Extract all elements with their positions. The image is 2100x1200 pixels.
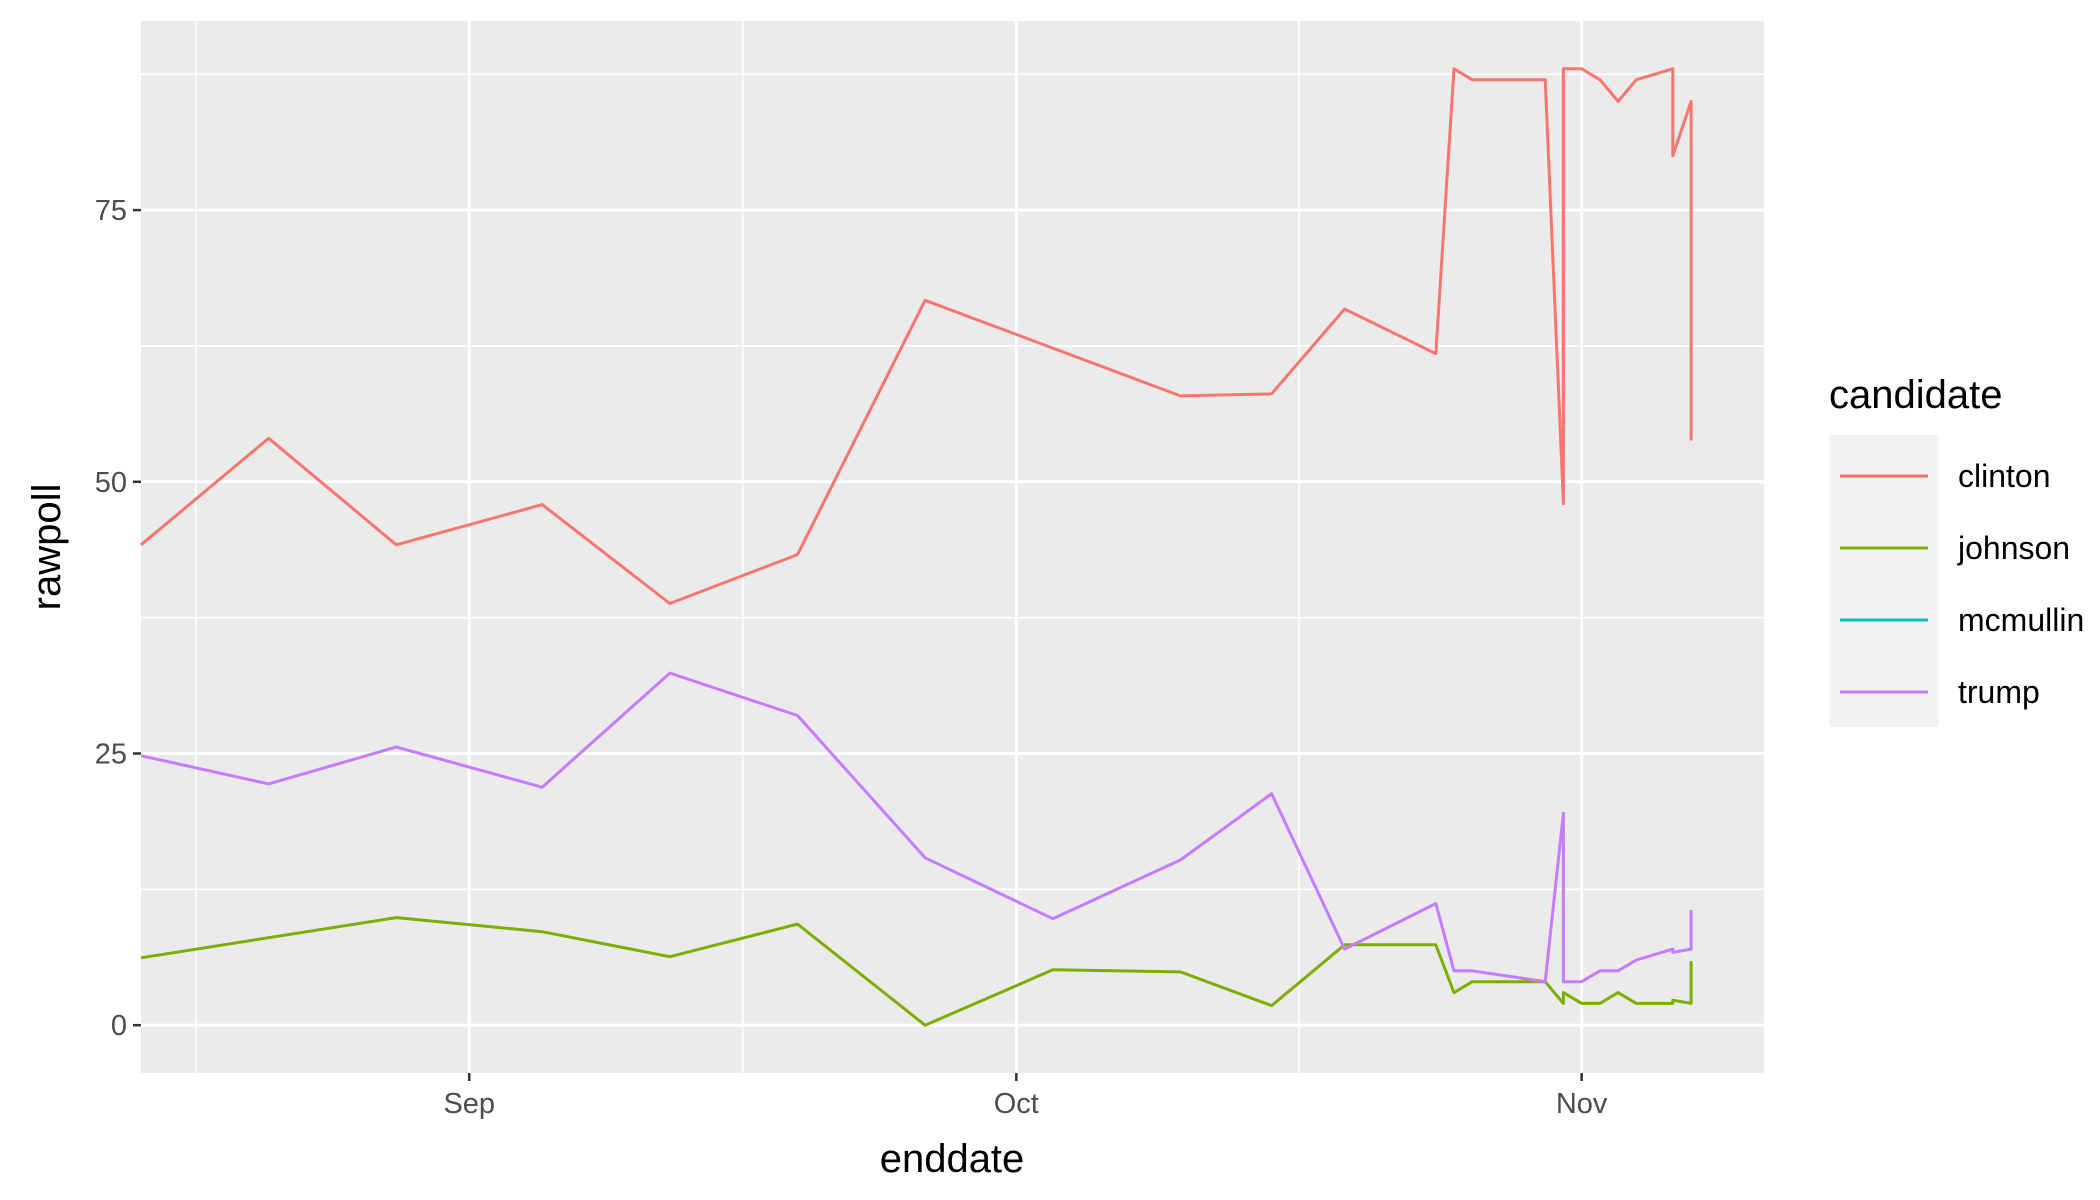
legend-label-mcmullin: mcmullin <box>1958 602 2084 638</box>
x-tick-label: Oct <box>994 1088 1039 1120</box>
legend-label-johnson: johnson <box>1957 530 2070 566</box>
legend: candidate clinton johnson mcmullin trump <box>1829 373 2084 727</box>
x-tick-label: Sep <box>443 1088 495 1120</box>
axis-ticks <box>133 208 1583 1081</box>
y-tick-label: 50 <box>95 467 127 499</box>
minor-grid <box>141 21 1764 1073</box>
y-axis-title: rawpoll <box>25 484 69 611</box>
legend-label-trump: trump <box>1958 674 2040 710</box>
legend-title: candidate <box>1829 373 2002 417</box>
y-tick-label: 75 <box>95 195 127 227</box>
legend-key-background <box>1829 435 1939 727</box>
x-tick-label: Nov <box>1556 1088 1608 1120</box>
series-line-clinton <box>140 67 1693 605</box>
y-tick-label: 0 <box>111 1010 127 1042</box>
legend-items: clinton johnson mcmullin trump <box>1840 458 2084 710</box>
tick-labels: 0 25 50 75 Sep Oct Nov <box>95 195 1608 1120</box>
y-tick-label: 25 <box>95 738 127 770</box>
series-lines <box>140 67 1693 1027</box>
major-grid <box>141 21 1764 1073</box>
series-line-johnson <box>140 916 1693 1027</box>
legend-label-clinton: clinton <box>1958 458 2051 494</box>
series-line-trump <box>140 671 1693 984</box>
x-axis-title: enddate <box>880 1137 1025 1181</box>
plot-panel <box>141 21 1764 1073</box>
